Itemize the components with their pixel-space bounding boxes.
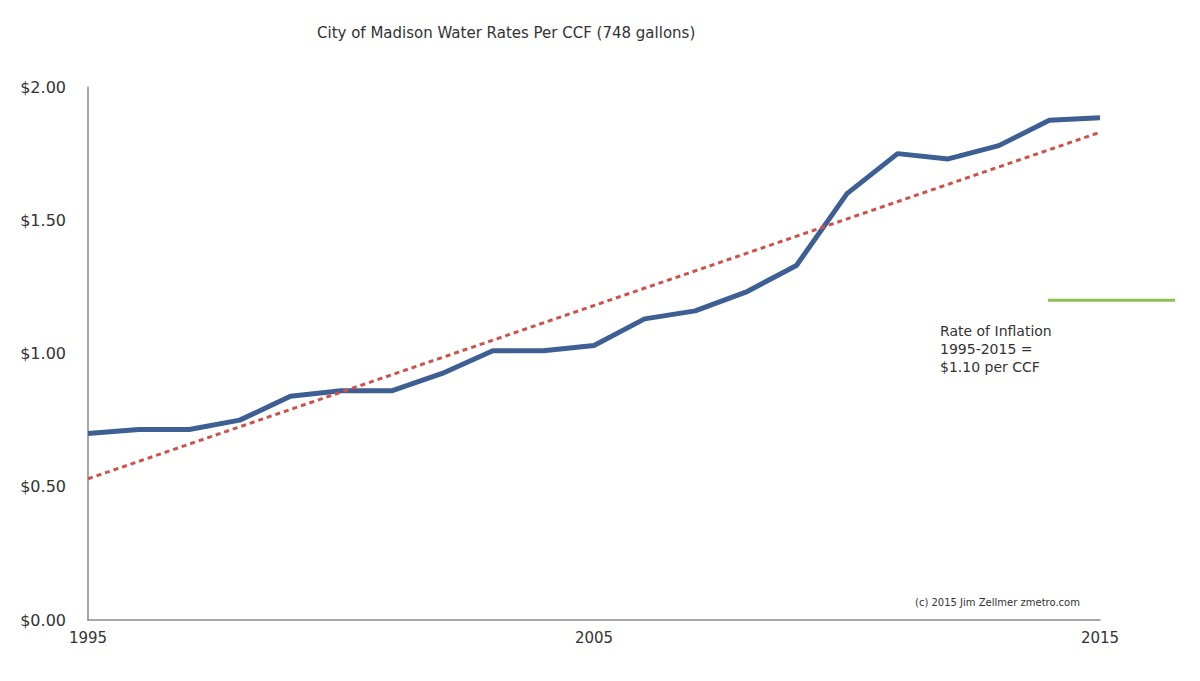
svg-text:2005: 2005: [575, 629, 613, 647]
svg-text:$0.50: $0.50: [20, 477, 66, 496]
svg-text:$2.00: $2.00: [20, 78, 66, 97]
svg-text:$1.10 per CCF: $1.10 per CCF: [940, 359, 1040, 375]
svg-text:$0.00: $0.00: [20, 611, 66, 630]
svg-text:Rate of Inflation: Rate of Inflation: [940, 323, 1052, 339]
svg-text:1995-2015 =: 1995-2015 =: [940, 341, 1033, 357]
svg-text:1995: 1995: [69, 629, 107, 647]
svg-text:$1.50: $1.50: [20, 211, 66, 230]
svg-text:City of Madison Water Rates Pe: City of Madison Water Rates Per CCF (748…: [317, 24, 695, 42]
svg-text:2015: 2015: [1081, 629, 1119, 647]
svg-text:(c) 2015 Jim Zellmer zmetro.co: (c) 2015 Jim Zellmer zmetro.com: [915, 597, 1080, 608]
svg-text:$1.00: $1.00: [20, 344, 66, 363]
